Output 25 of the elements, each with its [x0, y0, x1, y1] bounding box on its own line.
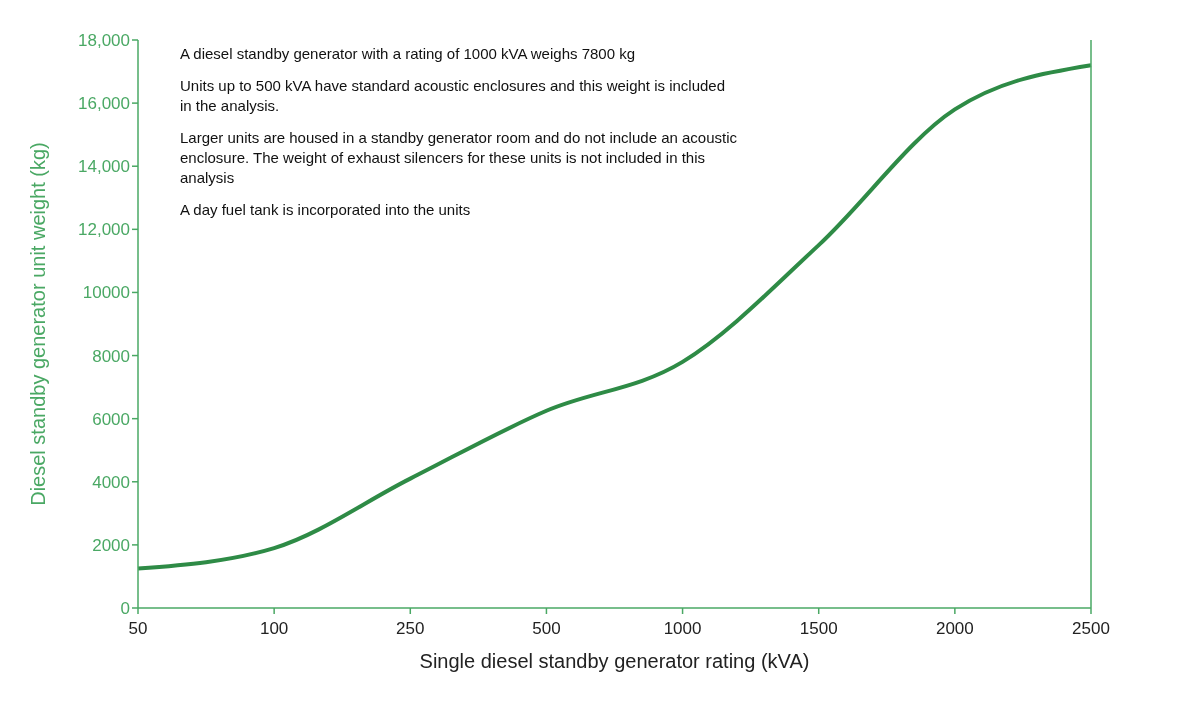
x-tick-label: 250: [396, 619, 425, 639]
x-axis-title: Single diesel standby generator rating (kVA): [419, 650, 810, 672]
annotation: Larger units are housed in a standby generator room and do not include an acoustic enclosure. The weight of exhaust silencers for these units is not included in this analysis: [180, 128, 739, 188]
annotation: A day fuel tank is incorporated into the units: [180, 200, 472, 220]
x-tick-label: 1000: [663, 619, 702, 639]
x-tick-label: 1500: [799, 619, 838, 639]
x-tick-label: 50: [128, 619, 148, 639]
y-tick-label: 10000: [82, 283, 130, 303]
y-tick-label: 12,000: [78, 220, 130, 240]
y-tick-label: 8000: [92, 346, 130, 366]
x-tick-label: 2500: [1072, 619, 1110, 639]
y-tick-label: 0: [120, 599, 130, 619]
x-tick-label: 100: [259, 619, 289, 639]
y-tick-label: 18,000: [78, 31, 130, 51]
x-tick-label: 2000: [935, 619, 974, 639]
annotation: A diesel standby generator with a rating of 1000 kVA weighs 7800 kg: [180, 44, 637, 64]
y-tick-label: 16,000: [78, 94, 130, 114]
y-tick-label: 6000: [92, 409, 130, 429]
line-series: [136, 63, 1093, 571]
y-tick-label: 14,000: [78, 157, 130, 177]
y-tick-label: 4000: [92, 472, 130, 492]
y-axis-title: Diesel standby generator unit weight (kg): [27, 142, 50, 506]
y-tick-label: 2000: [92, 535, 130, 555]
x-tick-label: 500: [532, 619, 561, 639]
annotation: Units up to 500 kVA have standard acoustic enclosures and this weight is included in the analysis.: [180, 76, 727, 116]
